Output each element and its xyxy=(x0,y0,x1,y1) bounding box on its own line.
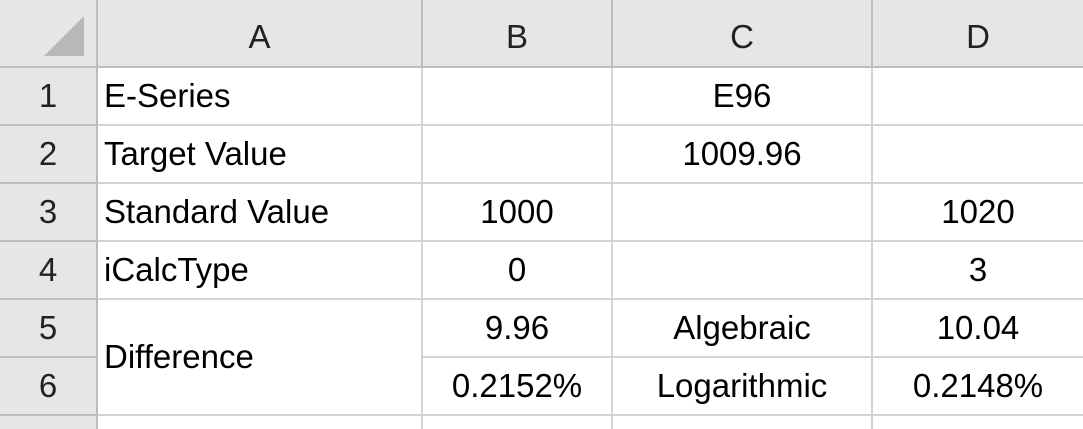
column-header-d[interactable]: D xyxy=(873,0,1083,68)
cell-b5[interactable]: 9.96 xyxy=(423,300,613,358)
cell-c5[interactable]: Algebraic xyxy=(613,300,873,358)
cell-a5-merged[interactable]: Difference xyxy=(98,300,423,416)
row-header-7-partial[interactable] xyxy=(0,416,98,429)
row-header-5[interactable]: 5 xyxy=(0,300,98,358)
cell-a7-partial[interactable] xyxy=(98,416,423,429)
row-header-4[interactable]: 4 xyxy=(0,242,98,300)
cell-d2[interactable] xyxy=(873,126,1083,184)
column-header-b[interactable]: B xyxy=(423,0,613,68)
cell-d7-partial[interactable] xyxy=(873,416,1083,429)
select-all-corner[interactable] xyxy=(0,0,98,68)
cell-a4[interactable]: iCalcType xyxy=(98,242,423,300)
cell-b2[interactable] xyxy=(423,126,613,184)
cell-a2[interactable]: Target Value xyxy=(98,126,423,184)
cell-b4[interactable]: 0 xyxy=(423,242,613,300)
column-header-c[interactable]: C xyxy=(613,0,873,68)
cell-d5[interactable]: 10.04 xyxy=(873,300,1083,358)
cell-b6[interactable]: 0.2152% xyxy=(423,358,613,416)
cell-a1[interactable]: E-Series xyxy=(98,68,423,126)
cell-d4[interactable]: 3 xyxy=(873,242,1083,300)
cell-c4[interactable] xyxy=(613,242,873,300)
select-all-triangle-icon xyxy=(44,16,84,56)
cell-c3[interactable] xyxy=(613,184,873,242)
cell-b7-partial[interactable] xyxy=(423,416,613,429)
row-header-2[interactable]: 2 xyxy=(0,126,98,184)
cell-c2[interactable]: 1009.96 xyxy=(613,126,873,184)
cell-c1[interactable]: E96 xyxy=(613,68,873,126)
cell-b1[interactable] xyxy=(423,68,613,126)
row-header-6[interactable]: 6 xyxy=(0,358,98,416)
cell-d6[interactable]: 0.2148% xyxy=(873,358,1083,416)
cell-c7-partial[interactable] xyxy=(613,416,873,429)
cell-b3[interactable]: 1000 xyxy=(423,184,613,242)
column-header-a[interactable]: A xyxy=(98,0,423,68)
cell-a3[interactable]: Standard Value xyxy=(98,184,423,242)
cell-c6[interactable]: Logarithmic xyxy=(613,358,873,416)
cell-d3[interactable]: 1020 xyxy=(873,184,1083,242)
row-header-1[interactable]: 1 xyxy=(0,68,98,126)
row-header-3[interactable]: 3 xyxy=(0,184,98,242)
cell-d1[interactable] xyxy=(873,68,1083,126)
